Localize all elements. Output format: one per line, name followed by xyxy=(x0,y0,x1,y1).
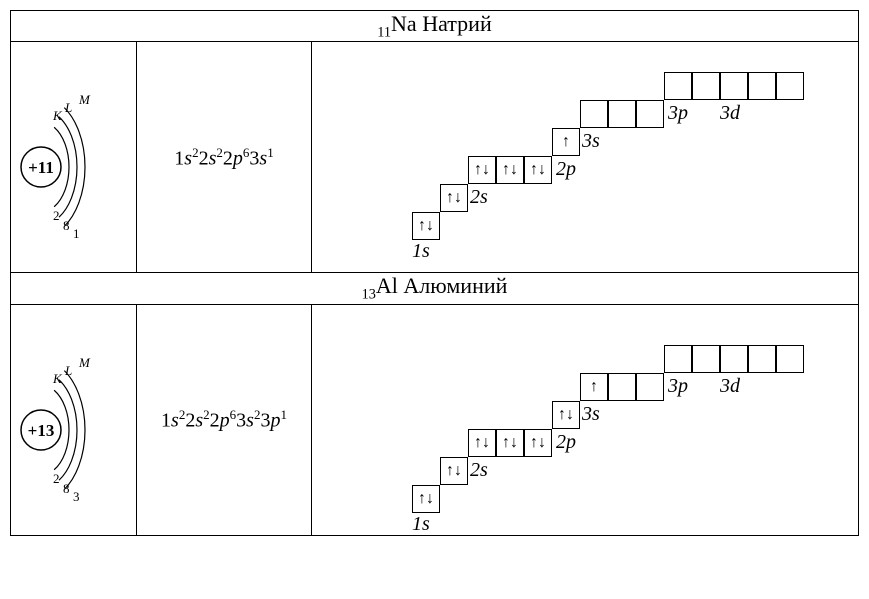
svg-text:K: K xyxy=(52,108,63,123)
orbital-box xyxy=(580,100,608,128)
orbital-diagram: ↑↓1s↑↓2s↑↓↑↓↑↓2p↑↓3s↑3p3d xyxy=(312,304,859,535)
atom-diagram: +13 K2L8M3 xyxy=(11,305,136,535)
svg-text:M: M xyxy=(78,92,91,107)
element-name: Алюминий xyxy=(403,273,507,298)
element-name: Натрий xyxy=(422,11,492,36)
orbital-label: 2p xyxy=(556,158,576,181)
orbital-label: 3s xyxy=(582,403,600,426)
orbital-label: 3p xyxy=(668,102,688,125)
orbital-label: 3s xyxy=(582,130,600,153)
orbital-box: ↑↓ xyxy=(496,429,524,457)
atom-cell: +13 K2L8M3 xyxy=(11,304,137,535)
orbital-box xyxy=(636,100,664,128)
orbital-box: ↑↓ xyxy=(412,485,440,513)
orbital-box xyxy=(664,72,692,100)
orbital-label: 3d xyxy=(720,375,740,398)
orbital-label: 3d xyxy=(720,102,740,125)
orbital-label: 2s xyxy=(470,459,488,482)
orbital-box: ↑↓ xyxy=(524,156,552,184)
orbital-box: ↑↓ xyxy=(524,429,552,457)
orbital-box xyxy=(608,100,636,128)
atom-cell: +11 K2L8M1 xyxy=(11,42,137,273)
orbital-label: 1s xyxy=(412,513,430,536)
orbital-box xyxy=(748,345,776,373)
orbital-box: ↑↓ xyxy=(440,457,468,485)
orbital-box xyxy=(636,373,664,401)
svg-text:+13: +13 xyxy=(28,421,55,440)
orbital-box xyxy=(692,345,720,373)
orbital-box xyxy=(720,72,748,100)
orbital-label: 1s xyxy=(412,240,430,263)
orbital-box: ↑↓ xyxy=(412,212,440,240)
atomic-number: 11 xyxy=(377,24,391,40)
svg-text:8: 8 xyxy=(63,218,70,233)
orbital-box: ↑ xyxy=(580,373,608,401)
element-header: 13Al Алюминий xyxy=(11,273,859,304)
atom-diagram: +11 K2L8M1 xyxy=(11,42,136,272)
svg-text:1: 1 xyxy=(73,226,80,241)
orbital-label: 2s xyxy=(470,186,488,209)
orbital-box xyxy=(720,345,748,373)
svg-text:3: 3 xyxy=(73,489,80,504)
orbital-box: ↑↓ xyxy=(468,156,496,184)
orbital-box: ↑ xyxy=(552,128,580,156)
element-symbol: Al xyxy=(376,273,398,298)
electron-config: 1s22s22p63s1 xyxy=(137,42,312,273)
orbital-box xyxy=(776,72,804,100)
orbital-box xyxy=(748,72,776,100)
svg-text:2: 2 xyxy=(53,471,60,486)
element-symbol: Na xyxy=(391,11,417,36)
orbital-box xyxy=(692,72,720,100)
orbital-box xyxy=(608,373,636,401)
svg-text:2: 2 xyxy=(53,208,60,223)
orbital-box xyxy=(664,345,692,373)
svg-text:M: M xyxy=(78,355,91,370)
periodic-element-table: 11Na Натрий +11 K2L8M1 1s22s22p63s1 ↑↓1s… xyxy=(10,10,859,536)
orbital-box xyxy=(776,345,804,373)
svg-text:8: 8 xyxy=(63,481,70,496)
atomic-number: 13 xyxy=(362,287,376,303)
orbital-box: ↑↓ xyxy=(440,184,468,212)
orbital-box: ↑↓ xyxy=(496,156,524,184)
electron-config: 1s22s22p63s23p1 xyxy=(137,304,312,535)
orbital-box: ↑↓ xyxy=(552,401,580,429)
orbital-diagram: ↑↓1s↑↓2s↑↓↑↓↑↓2p↑3s3p3d xyxy=(312,42,859,273)
orbital-label: 3p xyxy=(668,375,688,398)
svg-text:K: K xyxy=(52,371,63,386)
element-header: 11Na Натрий xyxy=(11,11,859,42)
svg-text:+11: +11 xyxy=(28,158,54,177)
orbital-box: ↑↓ xyxy=(468,429,496,457)
orbital-label: 2p xyxy=(556,431,576,454)
